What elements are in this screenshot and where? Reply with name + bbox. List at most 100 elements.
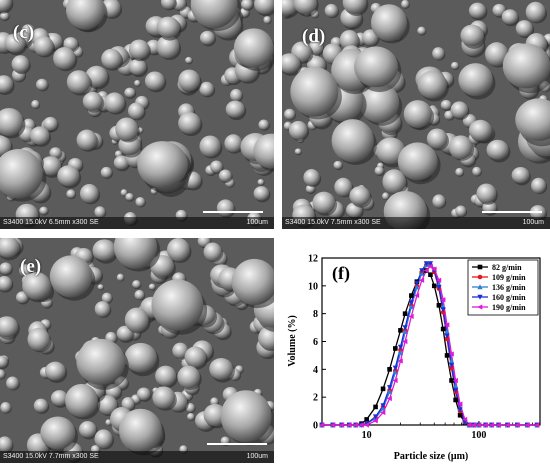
- data-point-3: [444, 333, 450, 339]
- particle: [132, 280, 141, 289]
- data-point-4: [386, 395, 392, 402]
- particle: [161, 0, 176, 10]
- data-point-0: [431, 283, 437, 289]
- particle: [382, 192, 390, 200]
- particle: [118, 408, 162, 453]
- particle: [152, 386, 176, 409]
- panel-label-e: (e): [20, 256, 42, 277]
- particle: [156, 35, 180, 59]
- y-tick-label: 10: [308, 281, 318, 292]
- particle: [0, 0, 12, 12]
- particle: [220, 390, 272, 443]
- particle: [76, 129, 98, 151]
- particle: [370, 4, 408, 42]
- particle: [460, 24, 484, 47]
- sem-caption-e: S3400 15.0kV 7.7mm x300 SE 100um: [0, 451, 274, 463]
- legend-label: 136 g/min: [492, 283, 526, 292]
- particle: [485, 42, 509, 67]
- legend-marker: [477, 264, 483, 270]
- particle: [6, 376, 19, 390]
- particle: [40, 416, 76, 450]
- y-tick-label: 8: [313, 309, 318, 320]
- particle: [0, 11, 9, 21]
- particle: [0, 355, 8, 368]
- particle: [113, 238, 158, 269]
- particle: [78, 420, 97, 438]
- particle: [121, 397, 135, 411]
- sem-info-c: S3400 15.0kV 6.5mm x300 SE: [3, 219, 99, 226]
- data-point-0: [364, 417, 369, 422]
- data-point-3: [414, 280, 420, 286]
- particle: [376, 137, 406, 165]
- particle: [19, 264, 32, 277]
- particle: [66, 0, 105, 30]
- particle: [177, 365, 200, 389]
- data-point-0: [380, 386, 386, 392]
- particle: [124, 342, 157, 373]
- data-point-4: [534, 422, 540, 428]
- particle: [339, 30, 359, 50]
- particle: [36, 78, 48, 91]
- sem-panel-d: (d) S3400 15.0kV 7.5mm x300 SE 100um: [282, 0, 550, 229]
- data-point-4: [423, 267, 429, 274]
- particle: [362, 29, 379, 46]
- data-point-2: [414, 284, 420, 290]
- data-point-4: [414, 292, 420, 299]
- particle: [11, 55, 30, 73]
- particle: [282, 0, 298, 16]
- particle: [128, 39, 150, 60]
- particle: [450, 61, 459, 70]
- data-point-3: [436, 284, 442, 291]
- particle: [0, 276, 13, 292]
- data-point-2: [453, 383, 459, 389]
- particle: [76, 338, 126, 385]
- particle: [199, 81, 214, 97]
- data-point-4: [380, 409, 386, 416]
- particle: [382, 169, 406, 194]
- data-point-4: [470, 422, 477, 428]
- particle: [0, 402, 11, 414]
- particle: [331, 119, 374, 163]
- particle: [258, 326, 274, 350]
- data-point-3: [457, 407, 463, 413]
- particle: [359, 82, 400, 123]
- particle: [401, 0, 410, 9]
- data-point-0: [449, 378, 454, 383]
- particle: [0, 75, 14, 94]
- particle: [417, 70, 447, 99]
- particle: [50, 390, 68, 407]
- data-point-4: [440, 297, 446, 303]
- particle: [120, 189, 128, 196]
- data-point-0: [402, 311, 408, 316]
- particle: [66, 189, 76, 199]
- data-point-0: [453, 397, 458, 403]
- legend-label: 190 g/min: [492, 303, 526, 312]
- x-tick-label: 10: [362, 430, 372, 441]
- particle: [374, 166, 384, 176]
- particle: [49, 147, 62, 159]
- particle: [0, 316, 19, 338]
- panel-label-d: (d): [302, 26, 326, 47]
- particle: [440, 99, 452, 110]
- data-point-0: [440, 326, 446, 332]
- particle: [231, 258, 274, 306]
- data-point-4: [346, 422, 352, 428]
- y-tick-label: 2: [313, 393, 318, 404]
- chart-panel-label: (f): [332, 263, 350, 284]
- particle: [455, 205, 467, 217]
- particle: [65, 383, 98, 418]
- particle: [166, 238, 190, 262]
- data-point-4: [488, 422, 495, 428]
- particle: [0, 107, 24, 137]
- particle: [448, 135, 473, 160]
- particle: [53, 47, 76, 70]
- particle: [230, 88, 243, 102]
- particle: [40, 156, 62, 176]
- data-point-0: [409, 293, 414, 298]
- particle: [210, 160, 223, 173]
- particle: [472, 166, 482, 176]
- particle: [515, 20, 533, 37]
- data-point-2: [444, 328, 450, 335]
- data-point-4: [392, 377, 398, 384]
- data-point-3: [380, 403, 386, 409]
